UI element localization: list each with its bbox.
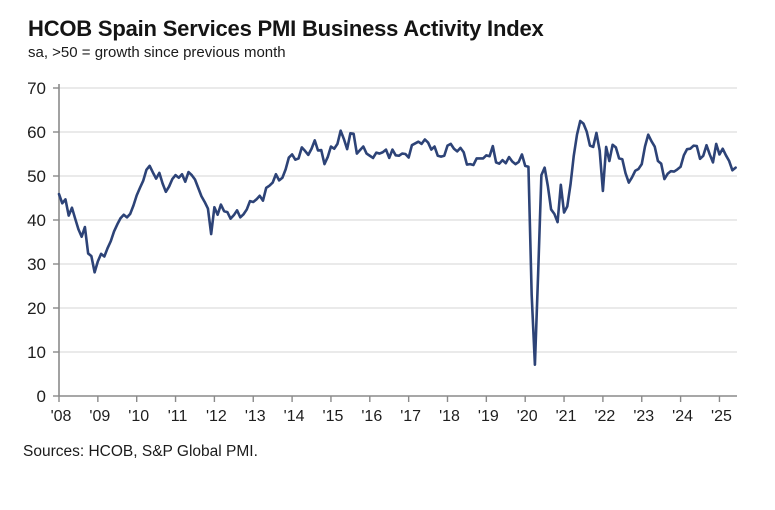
x-axis-tick-label-'19: '19 bbox=[478, 408, 499, 425]
gridlines bbox=[59, 87, 737, 353]
y-axis-tick-label-0: 0 bbox=[37, 387, 46, 406]
y-axis-ticks-and-labels: 0 10 20 30 40 50 60 70 bbox=[27, 79, 59, 406]
x-axis-tick-label-'12: '12 bbox=[206, 408, 227, 425]
pmi-series-line bbox=[57, 119, 737, 367]
x-axis-tick-label-'17: '17 bbox=[400, 408, 421, 425]
y-axis-tick-label-70: 70 bbox=[27, 79, 46, 98]
source-note: Sources: HCOB, S&P Global PMI. bbox=[23, 443, 258, 460]
y-axis-tick-label-10: 10 bbox=[27, 343, 46, 362]
y-axis-tick-label-40: 40 bbox=[27, 211, 46, 230]
x-axis-tick-label-'22: '22 bbox=[594, 408, 615, 425]
x-axis-tick-label-'18: '18 bbox=[439, 408, 460, 425]
x-axis-tick-label-'13: '13 bbox=[245, 408, 266, 425]
y-axis-tick-label-20: 20 bbox=[27, 299, 46, 318]
x-axis-tick-label-'23: '23 bbox=[633, 408, 654, 425]
x-axis-tick-label-'21: '21 bbox=[556, 408, 577, 425]
x-axis-tick-label-'20: '20 bbox=[517, 408, 538, 425]
x-axis-tick-label-'24: '24 bbox=[672, 408, 693, 425]
chart-subtitle: sa, >50 = growth since previous month bbox=[28, 44, 286, 61]
y-axis-tick-label-60: 60 bbox=[27, 123, 46, 142]
x-axis-tick-label-'08: '08 bbox=[51, 408, 72, 425]
x-axis-ticks-and-labels: '08 '09 '10 '11 '12 '13 '14 '15 '16 '17 '18 '19 '20 '… bbox=[51, 396, 732, 425]
x-axis-tick-label-'25: '25 bbox=[711, 408, 732, 425]
chart-title: HCOB Spain Services PMI Business Activit… bbox=[28, 16, 544, 41]
x-axis-tick-label-'11: '11 bbox=[168, 408, 188, 425]
y-axis-tick-label-30: 30 bbox=[27, 255, 46, 274]
y-axis-tick-label-50: 50 bbox=[27, 167, 46, 186]
x-axis-tick-label-'15: '15 bbox=[323, 408, 344, 425]
x-axis-tick-label-'10: '10 bbox=[128, 408, 149, 425]
x-axis-tick-label-'16: '16 bbox=[361, 408, 382, 425]
x-axis-tick-label-'14: '14 bbox=[284, 408, 305, 425]
x-axis-tick-label-'09: '09 bbox=[89, 408, 110, 425]
